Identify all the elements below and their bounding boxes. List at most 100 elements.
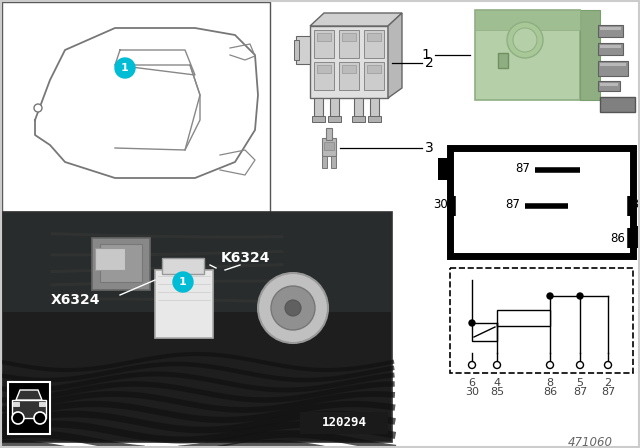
Bar <box>364 30 384 58</box>
Text: 1: 1 <box>179 277 187 287</box>
Circle shape <box>285 300 301 316</box>
Circle shape <box>507 22 543 58</box>
Bar <box>100 244 142 282</box>
Bar <box>580 10 600 100</box>
Bar <box>438 158 451 180</box>
Text: 86: 86 <box>610 232 625 245</box>
Text: 5: 5 <box>577 378 584 388</box>
Bar <box>598 43 623 55</box>
Text: 4: 4 <box>493 378 500 388</box>
Bar <box>317 33 331 41</box>
Circle shape <box>513 28 537 52</box>
Text: 2: 2 <box>425 56 434 70</box>
Text: 87: 87 <box>573 387 587 397</box>
Circle shape <box>605 362 611 369</box>
Bar <box>39 402 45 406</box>
Bar <box>331 156 336 168</box>
Bar <box>450 148 633 256</box>
Bar <box>497 310 550 326</box>
Bar <box>317 65 331 73</box>
Text: 30: 30 <box>433 198 448 211</box>
Bar <box>324 142 334 150</box>
Bar <box>13 402 19 406</box>
Text: K6324: K6324 <box>220 251 269 265</box>
Bar <box>155 270 213 338</box>
Bar <box>8 382 50 434</box>
Bar <box>600 63 626 66</box>
Text: 120294: 120294 <box>321 417 367 430</box>
Text: 3: 3 <box>425 141 434 155</box>
Bar <box>2 2 270 212</box>
Circle shape <box>258 273 328 343</box>
Bar <box>342 65 356 73</box>
Text: 6: 6 <box>468 378 476 388</box>
Bar <box>498 53 508 68</box>
Bar <box>598 61 628 76</box>
Bar <box>300 412 388 434</box>
Bar <box>328 116 341 122</box>
Bar <box>312 116 325 122</box>
Bar <box>330 98 339 120</box>
Bar <box>632 226 640 248</box>
Circle shape <box>115 58 135 78</box>
Bar <box>294 40 299 60</box>
Bar <box>450 268 633 373</box>
Bar <box>2 212 392 442</box>
Bar <box>370 98 379 120</box>
Bar <box>95 248 125 270</box>
Bar <box>352 116 365 122</box>
Bar <box>92 238 150 290</box>
Text: 1: 1 <box>421 48 430 62</box>
Bar <box>162 258 204 274</box>
Circle shape <box>271 286 315 330</box>
Bar <box>342 33 356 41</box>
Text: 87: 87 <box>505 198 520 211</box>
Bar <box>354 98 363 120</box>
Bar <box>472 323 497 341</box>
Polygon shape <box>310 13 402 26</box>
Bar <box>600 83 618 86</box>
Bar <box>475 10 580 30</box>
Circle shape <box>577 293 583 299</box>
Text: 87: 87 <box>515 162 530 175</box>
Text: 8: 8 <box>547 378 554 388</box>
Bar <box>339 30 359 58</box>
Circle shape <box>12 412 24 424</box>
Text: 86: 86 <box>543 387 557 397</box>
Circle shape <box>173 272 193 292</box>
Bar <box>368 116 381 122</box>
Bar <box>367 65 381 73</box>
Bar <box>296 36 310 64</box>
Bar <box>2 212 392 312</box>
Circle shape <box>493 362 500 369</box>
Bar <box>600 97 635 112</box>
Bar <box>598 81 620 91</box>
Bar <box>12 400 46 418</box>
Circle shape <box>469 320 475 326</box>
Bar <box>598 25 623 37</box>
Circle shape <box>547 362 554 369</box>
Circle shape <box>34 412 46 424</box>
Bar <box>314 30 334 58</box>
Bar <box>364 62 384 90</box>
Text: X6324: X6324 <box>51 293 100 307</box>
Polygon shape <box>388 13 402 98</box>
Bar <box>326 128 332 140</box>
Text: 1: 1 <box>121 63 129 73</box>
Text: 471060: 471060 <box>568 435 612 448</box>
Text: 85: 85 <box>635 198 640 211</box>
Polygon shape <box>16 390 42 400</box>
Text: 30: 30 <box>465 387 479 397</box>
Bar <box>600 45 621 48</box>
Bar <box>475 10 580 100</box>
Text: 85: 85 <box>490 387 504 397</box>
Circle shape <box>577 362 584 369</box>
Bar <box>367 33 381 41</box>
Bar <box>322 156 327 168</box>
Bar <box>339 62 359 90</box>
Text: 87: 87 <box>601 387 615 397</box>
Text: 2: 2 <box>604 378 612 388</box>
Bar <box>322 138 336 156</box>
Bar <box>314 98 323 120</box>
Circle shape <box>547 293 553 299</box>
